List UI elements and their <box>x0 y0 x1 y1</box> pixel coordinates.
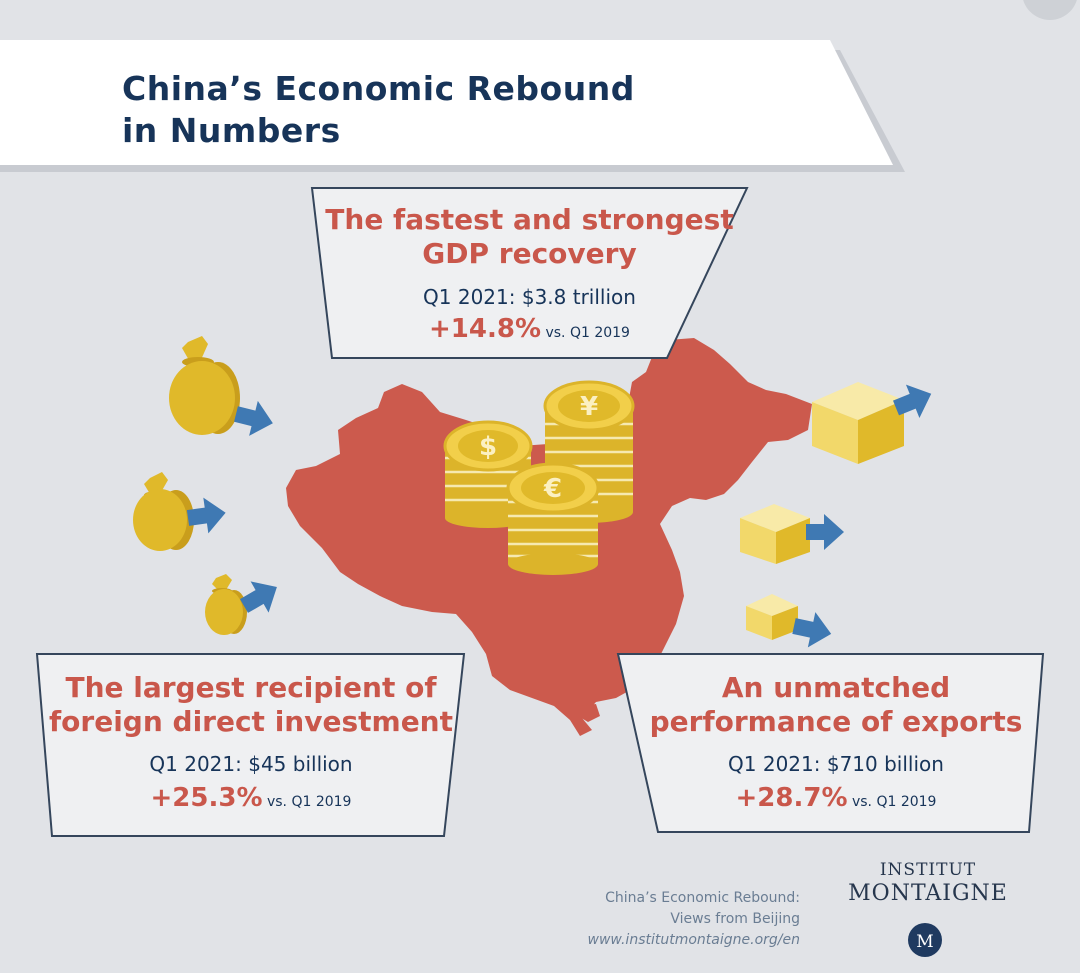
exports-change: +28.7% vs. Q1 2019 <box>626 783 1046 817</box>
exports-heading-line-1: An unmatched <box>721 671 951 704</box>
export-box-medium-icon <box>740 504 844 564</box>
gdp-comparison: vs. Q1 2019 <box>545 325 630 341</box>
gdp-value: Q1 2021: $3.8 trillion <box>423 285 636 309</box>
exports-heading: An unmatched performance of exports <box>626 671 1046 739</box>
exports-panel <box>616 653 1045 833</box>
page-title: China’s Economic Rebound in Numbers <box>122 68 635 152</box>
money-bag-small-icon <box>205 571 286 635</box>
fdi-value: Q1 2021: $45 billion <box>149 752 353 776</box>
gdp-change-percent: +14.8% <box>429 314 542 344</box>
exports-change-percent: +28.7% <box>735 783 848 813</box>
dollar-symbol: $ <box>479 432 497 462</box>
exports-comparison: vs. Q1 2019 <box>851 794 937 810</box>
brand-line-2: MONTAIGNE <box>848 881 1008 906</box>
coin-stack-euro <box>506 462 600 575</box>
page-title-line-2: in Numbers <box>122 111 341 150</box>
money-bag-medium-icon <box>133 472 229 551</box>
hainan-island <box>578 704 600 722</box>
yen-symbol: ¥ <box>580 392 598 422</box>
fdi-panel <box>35 653 466 837</box>
montaigne-logo-icon: M <box>908 923 942 957</box>
fdi-comparison: vs. Q1 2019 <box>266 794 352 810</box>
gdp-panel <box>310 187 749 359</box>
fdi-heading: The largest recipient of foreign direct … <box>40 671 462 739</box>
title-banner <box>0 40 893 165</box>
source-line-1: China’s Economic Rebound: <box>605 890 800 906</box>
gdp-heading-line-2: GDP recovery <box>422 237 637 270</box>
export-box-small-icon <box>746 594 835 652</box>
brand-line-1: INSTITUT <box>879 860 977 880</box>
source-url: www.institutmontaigne.org/en <box>587 932 800 948</box>
fdi-change: +25.3% vs. Q1 2019 <box>40 783 462 817</box>
svg-text:M: M <box>916 932 933 952</box>
fdi-heading-line-1: The largest recipient of <box>65 671 437 704</box>
export-box-large-icon <box>812 377 938 464</box>
gdp-heading-line-1: The fastest and strongest <box>325 203 734 236</box>
fdi-change-percent: +25.3% <box>150 783 263 813</box>
euro-symbol: € <box>543 474 562 504</box>
gdp-heading: The fastest and strongest GDP recovery <box>312 203 747 271</box>
page-title-line-1: China’s Economic Rebound <box>122 69 635 108</box>
gdp-change: +14.8% vs. Q1 2019 <box>312 314 747 348</box>
money-bag-large-icon <box>169 336 278 441</box>
source-line-2: Views from Beijing <box>670 911 800 927</box>
exports-heading-line-2: performance of exports <box>649 705 1023 738</box>
exports-value: Q1 2021: $710 billion <box>728 752 944 776</box>
corner-decoration <box>1023 0 1077 20</box>
fdi-heading-line-2: foreign direct investment <box>48 705 454 738</box>
